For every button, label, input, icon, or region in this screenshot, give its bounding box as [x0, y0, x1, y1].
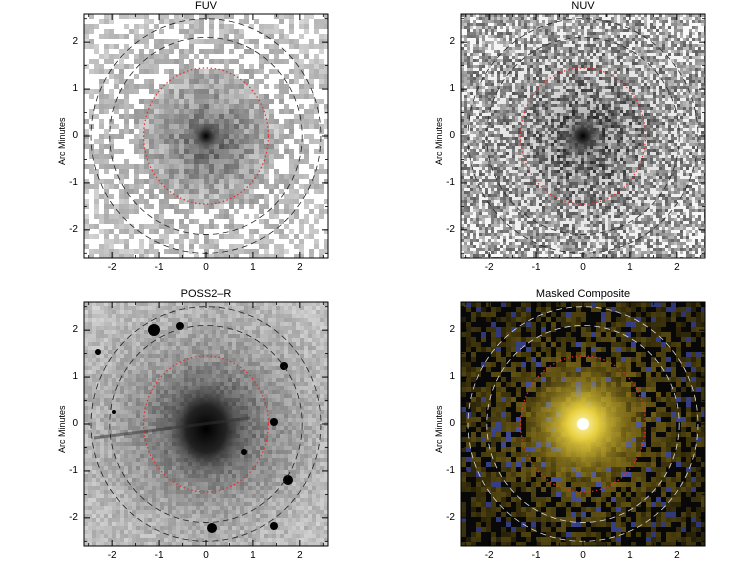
x-tick-label: 2	[674, 550, 680, 561]
y-tick-label: 2	[72, 324, 78, 336]
x-tick-label: -2	[484, 550, 494, 561]
y-tick-label: -2	[69, 511, 78, 523]
x-tick-label: 1	[250, 262, 256, 273]
panel-nuv: NUV -2 -1 0 1 2 2 1 0 -1 -2	[446, 0, 706, 273]
panel-title: POSS2–R	[180, 288, 232, 300]
x-tick-label: -1	[154, 550, 164, 561]
panel-title: Masked Composite	[535, 288, 631, 300]
y-axis-label: Arc Minutes	[57, 117, 67, 165]
y-tick-label: 2	[449, 324, 455, 336]
panel-masked-composite: Masked Composite -2 -1 0 1 2 2 1 0 -1 -2	[446, 288, 706, 561]
x-tick-label: 1	[250, 550, 256, 561]
y-tick-label: 2	[449, 36, 455, 48]
y-tick-label: 2	[72, 36, 78, 48]
x-tick-label: 2	[297, 550, 303, 561]
panel-poss2r: POSS2–R -2 -1 0 1 2 2 1 0 -1 -2	[69, 288, 329, 561]
image-fuv	[83, 13, 329, 259]
x-tick-label: -2	[107, 262, 117, 273]
y-tick-label: -1	[446, 176, 455, 188]
y-tick-label: -2	[446, 223, 455, 235]
x-tick-label: 0	[580, 262, 586, 273]
x-tick-label: 1	[627, 262, 633, 273]
y-tick-label: 0	[449, 418, 455, 429]
y-tick-label: -2	[446, 511, 455, 523]
y-tick-label: 0	[72, 130, 78, 141]
y-tick-label: 1	[449, 83, 455, 95]
y-axis-label: Arc Minutes	[57, 405, 67, 453]
x-tick-label: -2	[107, 550, 117, 561]
x-tick-label: 2	[674, 262, 680, 273]
x-tick-label: 2	[297, 262, 303, 273]
x-tick-label: -1	[531, 262, 541, 273]
y-tick-label: 1	[72, 371, 78, 383]
y-tick-label: -2	[69, 223, 78, 235]
y-tick-label: 1	[449, 371, 455, 383]
y-tick-label: -1	[69, 464, 78, 476]
panel-title: NUV	[571, 0, 595, 12]
image-poss2r	[83, 301, 329, 547]
y-tick-label: 0	[449, 130, 455, 141]
y-tick-label: -1	[69, 176, 78, 188]
panel-title: FUV	[195, 0, 217, 12]
x-tick-label: 1	[627, 550, 633, 561]
x-tick-label: -1	[154, 262, 164, 273]
image-masked-composite	[460, 301, 706, 547]
y-tick-label: -1	[446, 464, 455, 476]
x-tick-label: 0	[580, 550, 586, 561]
x-tick-label: 0	[203, 262, 209, 273]
y-axis-label: Arc Minutes	[434, 405, 444, 453]
y-tick-label: 0	[72, 418, 78, 429]
x-tick-label: -2	[484, 262, 494, 273]
image-nuv	[460, 13, 706, 259]
x-tick-label: -1	[531, 550, 541, 561]
y-tick-label: 1	[72, 83, 78, 95]
x-tick-label: 0	[203, 550, 209, 561]
panel-fuv: FUV -2 -1 0 1 2 2 1 0 -1 -2	[69, 0, 329, 273]
y-axis-label: Arc Minutes	[434, 117, 444, 165]
